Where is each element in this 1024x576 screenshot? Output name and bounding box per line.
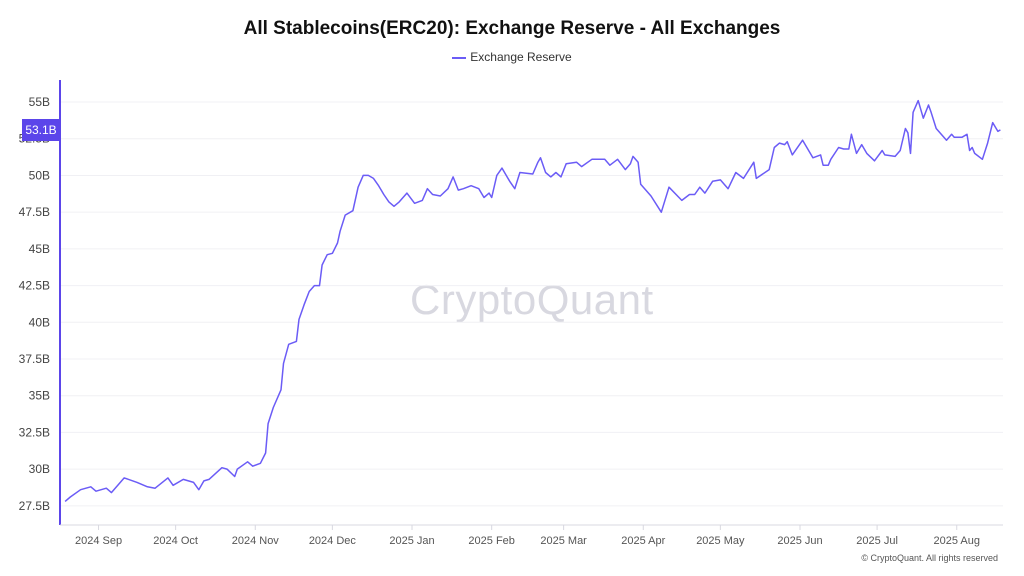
- series-line-exchange-reserve[interactable]: [64, 99, 1001, 502]
- legend[interactable]: Exchange Reserve: [0, 50, 1024, 64]
- x-tick-label: 2025 Aug: [933, 535, 980, 547]
- y-tick-label: 50B: [29, 168, 50, 182]
- x-tick-label: 2025 May: [696, 535, 745, 547]
- x-tick-label: 2024 Dec: [309, 535, 357, 547]
- watermark: CryptoQuant: [410, 276, 654, 323]
- x-tick-label: 2024 Oct: [153, 535, 198, 547]
- y-tick-label: 35B: [29, 389, 50, 403]
- x-tick-label: 2025 Apr: [621, 535, 665, 547]
- x-tick-label: 2025 Jan: [389, 535, 434, 547]
- y-tick-label: 32.5B: [19, 425, 50, 439]
- y-tick-label: 42.5B: [19, 279, 50, 293]
- legend-swatch: [452, 56, 467, 59]
- x-tick-label: 2024 Nov: [232, 535, 280, 547]
- y-tick-label: 27.5B: [19, 499, 50, 513]
- y-tick-label: 55B: [29, 95, 50, 109]
- x-tick-label: 2025 Mar: [540, 535, 587, 547]
- x-tick-label: 2024 Sep: [75, 535, 122, 547]
- y-tick-label: 30B: [29, 462, 50, 476]
- y-tick-label: 37.5B: [19, 352, 50, 366]
- y-tick-label: 45B: [29, 242, 50, 256]
- chart-title: All Stablecoins(ERC20): Exchange Reserve…: [243, 18, 781, 39]
- x-tick-label: 2025 Feb: [468, 535, 514, 547]
- copyright: © CryptoQuant. All rights reserved: [861, 553, 998, 563]
- y-tick-label: 40B: [29, 315, 50, 329]
- current-value-badge: 53.1B: [22, 118, 60, 141]
- legend-label: Exchange Reserve: [470, 50, 572, 64]
- x-tick-label: 2025 Jul: [856, 535, 898, 547]
- y-tick-label: 47.5B: [19, 205, 50, 219]
- x-tick-label: 2025 Jun: [777, 535, 822, 547]
